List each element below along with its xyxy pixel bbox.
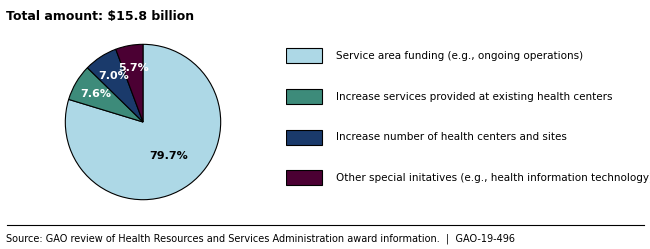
FancyBboxPatch shape	[286, 48, 322, 63]
Text: Increase number of health centers and sites: Increase number of health centers and si…	[336, 132, 567, 142]
Text: Other special initatives (e.g., health information technology): Other special initatives (e.g., health i…	[336, 173, 650, 183]
Wedge shape	[116, 44, 143, 122]
FancyBboxPatch shape	[286, 129, 322, 145]
Text: 7.6%: 7.6%	[81, 89, 112, 99]
Text: 5.7%: 5.7%	[118, 63, 149, 73]
Wedge shape	[69, 68, 143, 122]
Text: 7.0%: 7.0%	[98, 71, 129, 81]
Text: Source: GAO review of Health Resources and Services Administration award informa: Source: GAO review of Health Resources a…	[6, 234, 515, 244]
Text: 79.7%: 79.7%	[149, 151, 188, 161]
Text: Increase services provided at existing health centers: Increase services provided at existing h…	[336, 92, 612, 102]
Text: Total amount: $15.8 billion: Total amount: $15.8 billion	[6, 10, 194, 23]
Wedge shape	[87, 49, 143, 122]
FancyBboxPatch shape	[286, 89, 322, 104]
FancyBboxPatch shape	[286, 170, 322, 186]
Wedge shape	[65, 44, 221, 200]
Text: Service area funding (e.g., ongoing operations): Service area funding (e.g., ongoing oper…	[336, 51, 583, 61]
